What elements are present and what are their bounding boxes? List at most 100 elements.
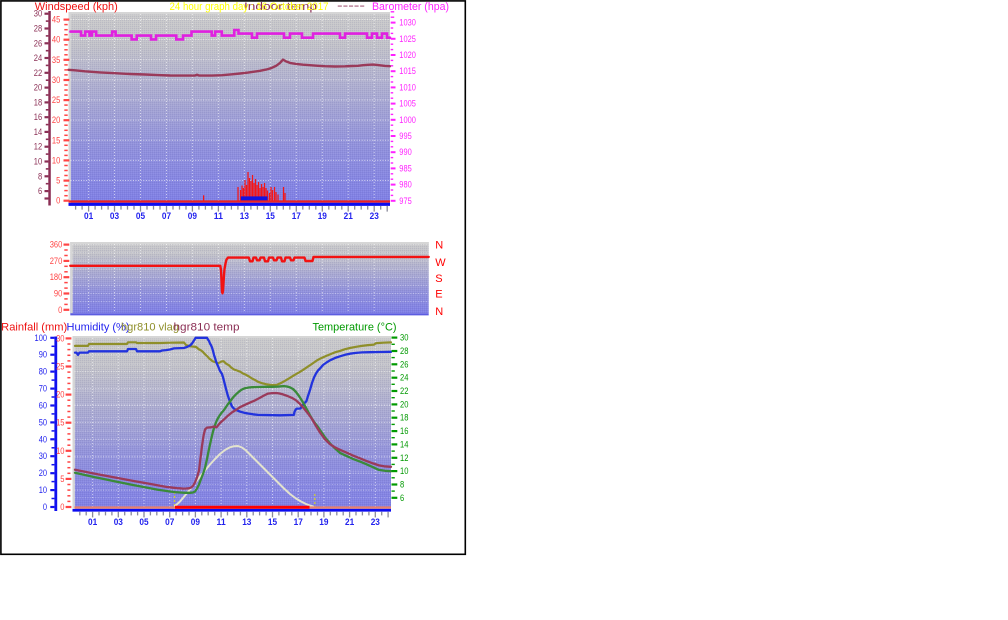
svg-text:60: 60: [39, 401, 47, 411]
svg-text:25: 25: [52, 95, 60, 105]
svg-text:11: 11: [214, 211, 223, 221]
svg-text:23: 23: [370, 211, 379, 221]
svg-text:19: 19: [318, 211, 327, 221]
svg-text:995: 995: [399, 131, 411, 141]
svg-text:90: 90: [39, 350, 47, 360]
svg-text:30: 30: [34, 9, 42, 19]
svg-text:1025: 1025: [399, 34, 416, 44]
svg-text:05: 05: [139, 517, 148, 527]
svg-text:S: S: [435, 273, 442, 285]
svg-text:10: 10: [34, 157, 42, 167]
svg-text:990: 990: [399, 147, 411, 157]
svg-text:19: 19: [319, 517, 328, 527]
svg-text:22: 22: [400, 386, 408, 396]
svg-text:5: 5: [56, 176, 60, 186]
svg-text:05: 05: [136, 211, 145, 221]
svg-text:07: 07: [162, 211, 171, 221]
svg-text:45: 45: [52, 15, 60, 25]
svg-text:22: 22: [34, 68, 42, 78]
svg-text:15: 15: [266, 211, 275, 221]
svg-text:975: 975: [399, 196, 411, 206]
svg-text:0: 0: [60, 502, 64, 512]
svg-text:30: 30: [52, 75, 60, 85]
svg-text:21: 21: [345, 517, 354, 527]
svg-text:985: 985: [399, 163, 411, 173]
svg-text:23: 23: [371, 517, 380, 527]
svg-text:Indoor temp: Indoor temp: [244, 1, 317, 13]
svg-text:03: 03: [110, 211, 119, 221]
svg-text:09: 09: [188, 211, 197, 221]
svg-text:1000: 1000: [399, 115, 416, 125]
svg-text:17: 17: [292, 211, 301, 221]
svg-text:21: 21: [344, 211, 353, 221]
svg-text:01: 01: [88, 517, 97, 527]
svg-text:8: 8: [38, 171, 42, 181]
svg-text:0: 0: [43, 502, 47, 512]
svg-text:28: 28: [400, 346, 408, 356]
svg-text:15: 15: [56, 418, 64, 428]
svg-text:16: 16: [400, 426, 408, 436]
svg-text:40: 40: [52, 35, 60, 45]
svg-text:17: 17: [294, 517, 303, 527]
svg-text:01: 01: [84, 211, 93, 221]
svg-text:10: 10: [52, 155, 60, 165]
svg-text:Rainfall (mm): Rainfall (mm): [1, 322, 67, 334]
svg-text:18: 18: [400, 413, 408, 423]
svg-text:360: 360: [50, 240, 63, 250]
svg-text:0: 0: [58, 305, 62, 315]
svg-text:25: 25: [56, 362, 64, 372]
svg-text:26: 26: [400, 359, 408, 369]
svg-text:6: 6: [38, 186, 42, 196]
svg-text:100: 100: [35, 333, 47, 343]
svg-text:20: 20: [56, 390, 64, 400]
svg-text:1015: 1015: [399, 66, 416, 76]
svg-text:13: 13: [242, 517, 251, 527]
svg-text:07: 07: [165, 517, 174, 527]
svg-text:N: N: [435, 240, 443, 252]
svg-text:26: 26: [34, 38, 42, 48]
svg-text:20: 20: [400, 399, 408, 409]
svg-text:18: 18: [34, 97, 42, 107]
svg-text:16: 16: [34, 112, 42, 122]
svg-text:09: 09: [191, 517, 200, 527]
svg-text:24: 24: [400, 373, 408, 383]
svg-text:hgr810 vlag: hgr810 vlag: [121, 322, 179, 334]
svg-text:40: 40: [39, 434, 47, 444]
svg-text:Temperature (°C): Temperature (°C): [313, 322, 397, 334]
svg-text:20: 20: [52, 115, 60, 125]
svg-text:10: 10: [56, 446, 64, 456]
svg-text:14: 14: [34, 127, 42, 137]
svg-text:10: 10: [400, 466, 408, 476]
svg-text:0: 0: [56, 196, 60, 206]
svg-text:30: 30: [39, 451, 47, 461]
svg-text:6: 6: [400, 493, 404, 503]
svg-text:11: 11: [217, 517, 226, 527]
svg-text:03: 03: [114, 517, 123, 527]
svg-text:Barometer (hpa): Barometer (hpa): [372, 1, 449, 13]
svg-text:80: 80: [39, 367, 47, 377]
svg-text:12: 12: [400, 453, 408, 463]
svg-text:20: 20: [34, 83, 42, 93]
svg-text:Humidity (%): Humidity (%): [67, 322, 130, 334]
svg-text:Windspeed (kph): Windspeed (kph): [35, 1, 118, 13]
svg-text:980: 980: [399, 180, 411, 190]
svg-text:70: 70: [39, 384, 47, 394]
svg-text:24: 24: [34, 53, 42, 63]
svg-text:E: E: [435, 289, 442, 301]
svg-text:10: 10: [39, 485, 47, 495]
svg-text:20: 20: [39, 468, 47, 478]
svg-text:24 hour graph day : 16 October: 24 hour graph day : 16 October 2017: [170, 1, 329, 13]
svg-text:hgr810 temp: hgr810 temp: [174, 322, 240, 334]
svg-text:90: 90: [54, 289, 62, 299]
svg-text:1010: 1010: [399, 82, 416, 92]
svg-text:35: 35: [52, 55, 60, 65]
svg-text:30: 30: [56, 333, 64, 343]
svg-text:28: 28: [34, 24, 42, 34]
svg-text:W: W: [435, 257, 446, 269]
svg-text:15: 15: [268, 517, 277, 527]
svg-text:30: 30: [400, 333, 408, 343]
svg-text:1005: 1005: [399, 99, 416, 109]
svg-text:1020: 1020: [399, 50, 416, 60]
svg-text:-----: -----: [337, 0, 365, 12]
svg-text:8: 8: [400, 480, 404, 490]
